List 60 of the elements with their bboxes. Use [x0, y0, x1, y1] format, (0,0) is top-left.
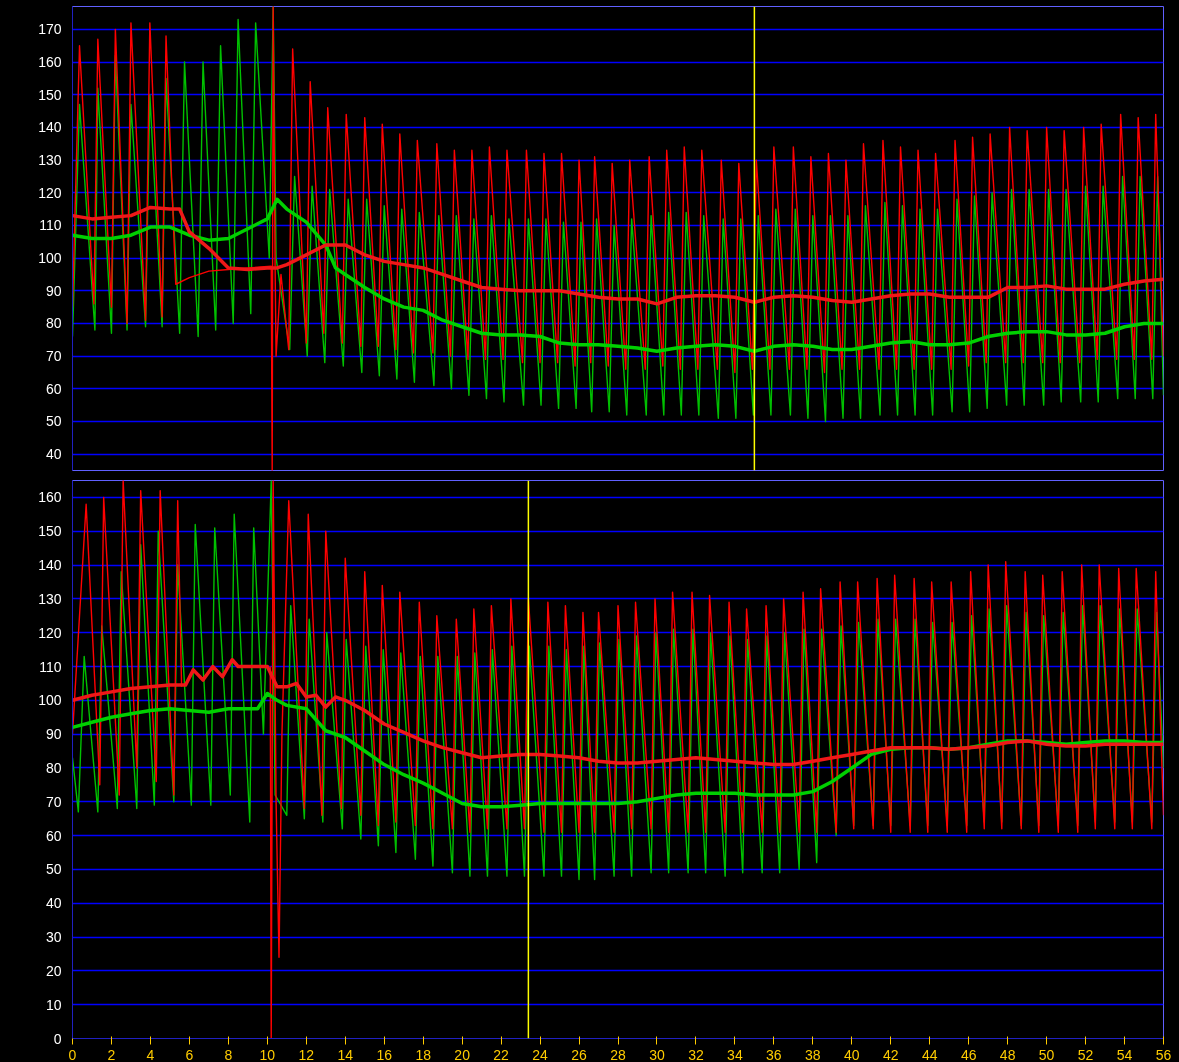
x-tick-label: 50	[1038, 1046, 1055, 1062]
x-tick-label: 48	[999, 1046, 1016, 1062]
y-tick-label: 80	[45, 759, 62, 776]
x-tick-label: 10	[259, 1046, 276, 1062]
y-tick-label: 80	[45, 315, 62, 332]
y-tick-label: 110	[39, 217, 62, 234]
y-tick-label: 70	[45, 793, 62, 810]
y-tick-label: 100	[38, 250, 62, 267]
x-tick-label: 44	[921, 1046, 938, 1062]
y-tick-label: 30	[45, 929, 62, 946]
y-tick-label: 90	[45, 726, 62, 743]
x-tick-label: 32	[688, 1046, 704, 1062]
y-tick-label: 90	[45, 282, 62, 299]
x-tick-label: 54	[1116, 1046, 1133, 1062]
y-tick-label: 50	[45, 861, 62, 878]
x-tick-label: 0	[68, 1046, 77, 1062]
y-tick-label: 150	[38, 523, 62, 540]
x-tick-label: 36	[766, 1046, 782, 1062]
y-tick-label: 60	[45, 380, 62, 397]
x-tick-label: 20	[454, 1046, 471, 1062]
y-tick-label: 40	[45, 895, 62, 912]
x-tick-label: 22	[493, 1046, 510, 1062]
x-tick-label: 24	[532, 1046, 549, 1062]
y-tick-label: 40	[45, 446, 62, 463]
x-tick-label: 56	[1155, 1046, 1172, 1062]
y-tick-label: 140	[38, 557, 62, 574]
x-tick-label: 28	[610, 1046, 626, 1062]
x-tick-label: 4	[146, 1046, 155, 1062]
y-tick-label: 160	[38, 54, 62, 71]
y-tick-label: 160	[38, 489, 62, 506]
x-tick-label: 26	[571, 1046, 588, 1062]
y-tick-label: 120	[38, 624, 62, 641]
y-tick-label: 60	[45, 827, 62, 844]
x-tick-label: 14	[337, 1046, 354, 1062]
y-tick-label: 100	[38, 692, 62, 709]
y-tick-label: 20	[45, 962, 62, 979]
x-tick-label: 52	[1077, 1046, 1094, 1062]
y-tick-label: 110	[39, 658, 62, 675]
x-tick-label: 46	[960, 1046, 977, 1062]
y-tick-label: 170	[38, 21, 62, 38]
x-tick-label: 34	[727, 1046, 743, 1062]
y-tick-label: 150	[38, 86, 62, 103]
y-tick-label: 120	[38, 184, 62, 201]
y-tick-label: 70	[45, 348, 62, 365]
x-tick-label: 2	[107, 1046, 116, 1062]
x-tick-label: 40	[844, 1046, 860, 1062]
y-tick-label: 130	[38, 590, 62, 607]
x-tick-label: 8	[224, 1046, 233, 1062]
x-tick-label: 30	[649, 1046, 665, 1062]
x-tick-label: 12	[298, 1046, 315, 1062]
y-tick-label: 130	[38, 152, 62, 169]
y-tick-label: 140	[38, 119, 62, 136]
y-tick-label: 10	[45, 996, 62, 1013]
y-tick-label: 0	[53, 1030, 62, 1047]
x-tick-label: 16	[376, 1046, 393, 1062]
x-tick-label: 6	[185, 1046, 194, 1062]
x-tick-label: 18	[415, 1046, 432, 1062]
x-tick-label: 42	[882, 1046, 899, 1062]
y-tick-label: 50	[45, 413, 62, 430]
x-tick-label: 38	[805, 1046, 821, 1062]
